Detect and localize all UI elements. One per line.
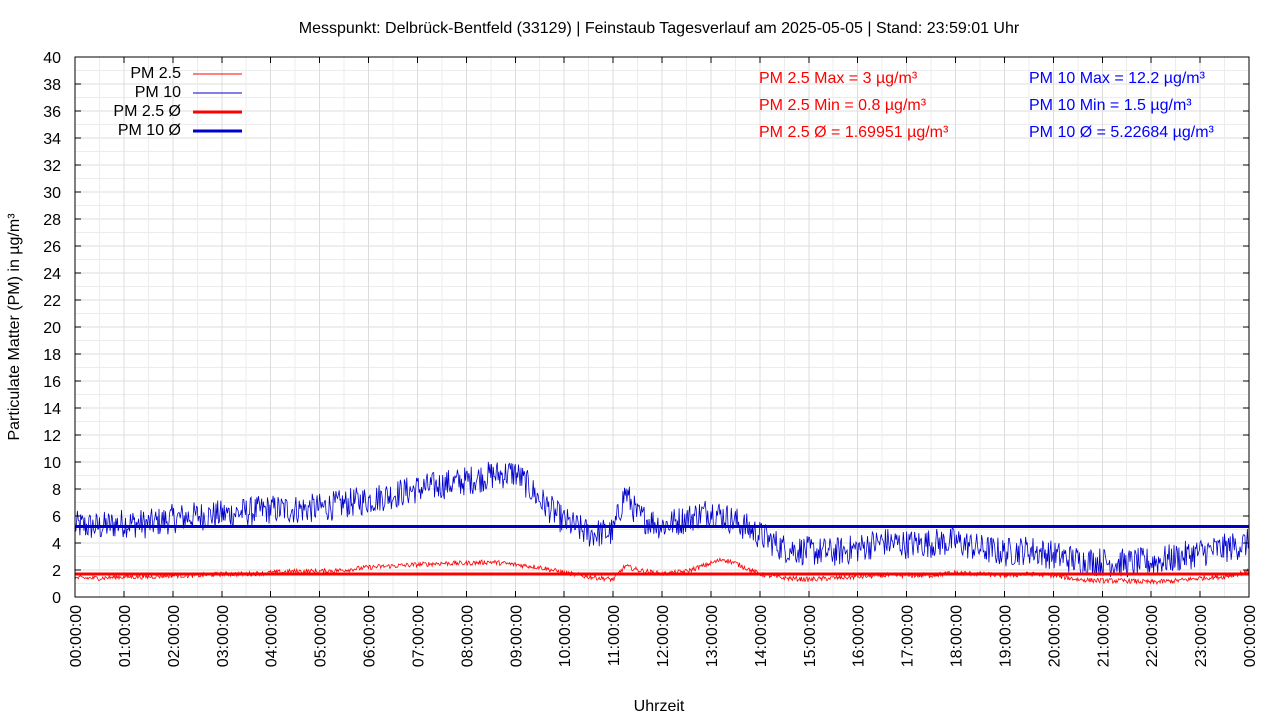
pm10-avg-label: PM 10 Ø = 5.22684 µg/m³ [1029, 124, 1215, 141]
y-tick-label: 28 [43, 212, 61, 229]
y-tick-label: 22 [43, 293, 61, 310]
x-tick-label: 02:00:00 [166, 605, 183, 667]
y-tick-label: 10 [43, 455, 61, 472]
x-tick-label: 03:00:00 [215, 605, 232, 667]
x-axis-label: Uhrzeit [634, 698, 685, 715]
x-tick-label: 18:00:00 [949, 605, 966, 667]
x-tick-label: 21:00:00 [1095, 605, 1112, 667]
pm25-max-label: PM 2.5 Max = 3 µg/m³ [759, 70, 918, 87]
y-tick-label: 26 [43, 239, 61, 256]
y-axis-label: Particulate Matter (PM) in µg/m³ [6, 213, 23, 441]
y-tick-label: 24 [43, 266, 61, 283]
legend-label: PM 10 Ø [118, 122, 181, 139]
legend-label: PM 10 [135, 84, 181, 101]
y-tick-label: 36 [43, 104, 61, 121]
x-tick-label: 07:00:00 [410, 605, 427, 667]
y-tick-label: 2 [52, 563, 61, 580]
y-tick-label: 18 [43, 347, 61, 364]
y-tick-label: 14 [43, 401, 61, 418]
pm10-min-label: PM 10 Min = 1.5 µg/m³ [1029, 97, 1192, 114]
grid [75, 57, 1249, 597]
y-tick-label: 38 [43, 77, 61, 94]
x-tick-label: 23:00:00 [1193, 605, 1210, 667]
y-tick-label: 6 [52, 509, 61, 526]
y-tick-label: 12 [43, 428, 61, 445]
x-tick-label: 00:00:00 [1242, 605, 1259, 667]
pm25-min-label: PM 2.5 Min = 0.8 µg/m³ [759, 97, 927, 114]
y-tick-label: 0 [52, 590, 61, 607]
y-tick-label: 20 [43, 320, 61, 337]
chart-title: Messpunkt: Delbrück-Bentfeld (33129) | F… [299, 20, 1020, 37]
y-tick-label: 32 [43, 158, 61, 175]
x-tick-label: 06:00:00 [362, 605, 379, 667]
x-tick-label: 04:00:00 [264, 605, 281, 667]
x-tick-label: 20:00:00 [1046, 605, 1063, 667]
x-tick-label: 17:00:00 [900, 605, 917, 667]
x-tick-label: 01:00:00 [117, 605, 134, 667]
pm10-max-label: PM 10 Max = 12.2 µg/m³ [1029, 70, 1206, 87]
legend-label: PM 2.5 [130, 65, 181, 82]
y-tick-label: 30 [43, 185, 61, 202]
x-tick-label: 09:00:00 [508, 605, 525, 667]
x-tick-label: 12:00:00 [655, 605, 672, 667]
x-tick-label: 19:00:00 [997, 605, 1014, 667]
pm10-stats: PM 10 Max = 12.2 µg/m³ PM 10 Min = 1.5 µ… [1029, 70, 1215, 141]
y-tick-label: 34 [43, 131, 61, 148]
x-tick-label: 05:00:00 [313, 605, 330, 667]
x-tick-label: 13:00:00 [704, 605, 721, 667]
y-tick-label: 40 [43, 50, 61, 67]
x-tick-label: 15:00:00 [802, 605, 819, 667]
x-axis: 00:00:00 01:00:00 02:00:00 03:00:00 04:00:00… [68, 57, 1259, 667]
x-tick-label: 00:00:00 [68, 605, 85, 667]
x-tick-label: 14:00:00 [753, 605, 770, 667]
pm25-stats: PM 2.5 Max = 3 µg/m³ PM 2.5 Min = 0.8 µg… [759, 70, 949, 141]
x-tick-label: 11:00:00 [606, 605, 623, 666]
x-tick-label: 08:00:00 [459, 605, 476, 667]
x-tick-label: 16:00:00 [851, 605, 868, 667]
y-tick-label: 4 [52, 536, 61, 553]
pm25-avg-label: PM 2.5 Ø = 1.69951 µg/m³ [759, 124, 949, 141]
y-tick-label: 16 [43, 374, 61, 391]
x-tick-label: 10:00:00 [557, 605, 574, 667]
average-lines [75, 524, 1249, 576]
legend-label: PM 2.5 Ø [113, 103, 181, 120]
x-tick-label: 22:00:00 [1144, 605, 1161, 667]
y-tick-label: 8 [52, 482, 61, 499]
legend: PM 2.5 PM 10 PM 2.5 Ø PM 10 Ø [113, 65, 242, 139]
